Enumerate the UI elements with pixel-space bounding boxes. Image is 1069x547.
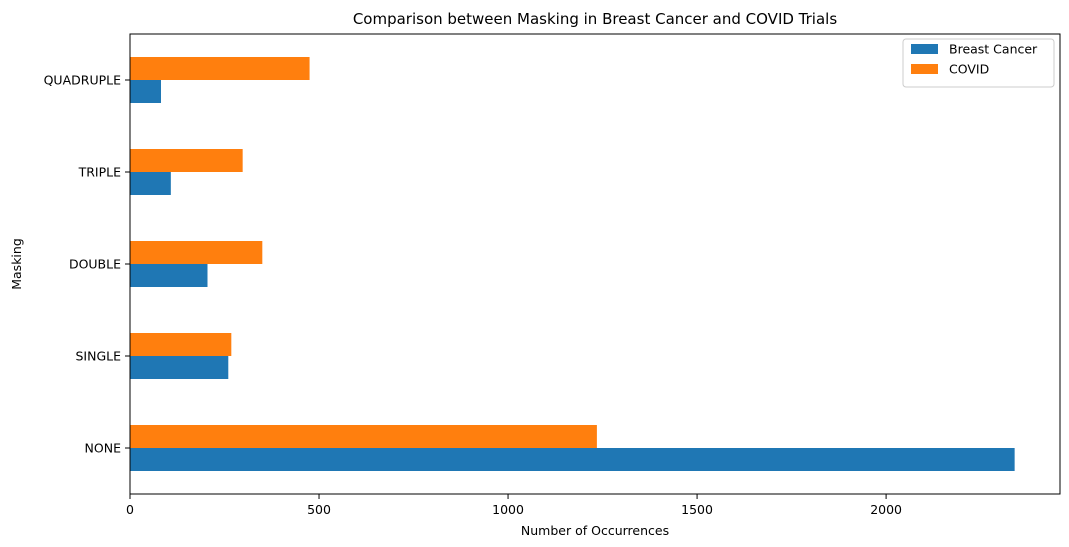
- legend-label: COVID: [949, 62, 989, 77]
- legend-label: Breast Cancer: [949, 42, 1038, 57]
- bar-breast-cancer-triple: [130, 172, 171, 195]
- y-tick-label: TRIPLE: [78, 165, 122, 180]
- legend-swatch-covid: [911, 64, 938, 74]
- y-tick-label: QUADRUPLE: [44, 73, 122, 88]
- bar-covid-double: [130, 241, 263, 264]
- y-tick-label: SINGLE: [75, 349, 121, 364]
- x-axis-ticks: 0 500 1000 1500 2000: [126, 494, 902, 517]
- chart-title: Comparison between Masking in Breast Can…: [353, 10, 838, 28]
- legend: Breast Cancer COVID: [902, 38, 1055, 88]
- bar-breast-cancer-quadruple: [130, 80, 161, 103]
- y-axis-title: Masking: [9, 238, 24, 290]
- bar-covid-quadruple: [130, 57, 310, 80]
- x-tick-label: 0: [126, 502, 134, 517]
- bars-group: [130, 57, 1015, 471]
- x-axis-title: Number of Occurrences: [521, 523, 669, 538]
- x-tick-label: 500: [307, 502, 331, 517]
- bar-breast-cancer-none: [130, 448, 1015, 471]
- bar-covid-none: [130, 425, 597, 448]
- y-tick-label: NONE: [85, 441, 122, 456]
- bar-covid-single: [130, 333, 232, 356]
- legend-swatch-breast-cancer: [911, 44, 938, 54]
- bar-breast-cancer-single: [130, 356, 229, 379]
- legend-box: [902, 38, 1055, 88]
- x-tick-label: 1000: [492, 502, 524, 517]
- x-tick-label: 2000: [870, 502, 902, 517]
- y-tick-label: DOUBLE: [69, 257, 121, 272]
- y-axis-ticks: NONE SINGLE DOUBLE TRIPLE QUADRUPLE: [44, 73, 130, 456]
- x-tick-label: 1500: [681, 502, 713, 517]
- bar-breast-cancer-double: [130, 264, 208, 287]
- bar-covid-triple: [130, 149, 243, 172]
